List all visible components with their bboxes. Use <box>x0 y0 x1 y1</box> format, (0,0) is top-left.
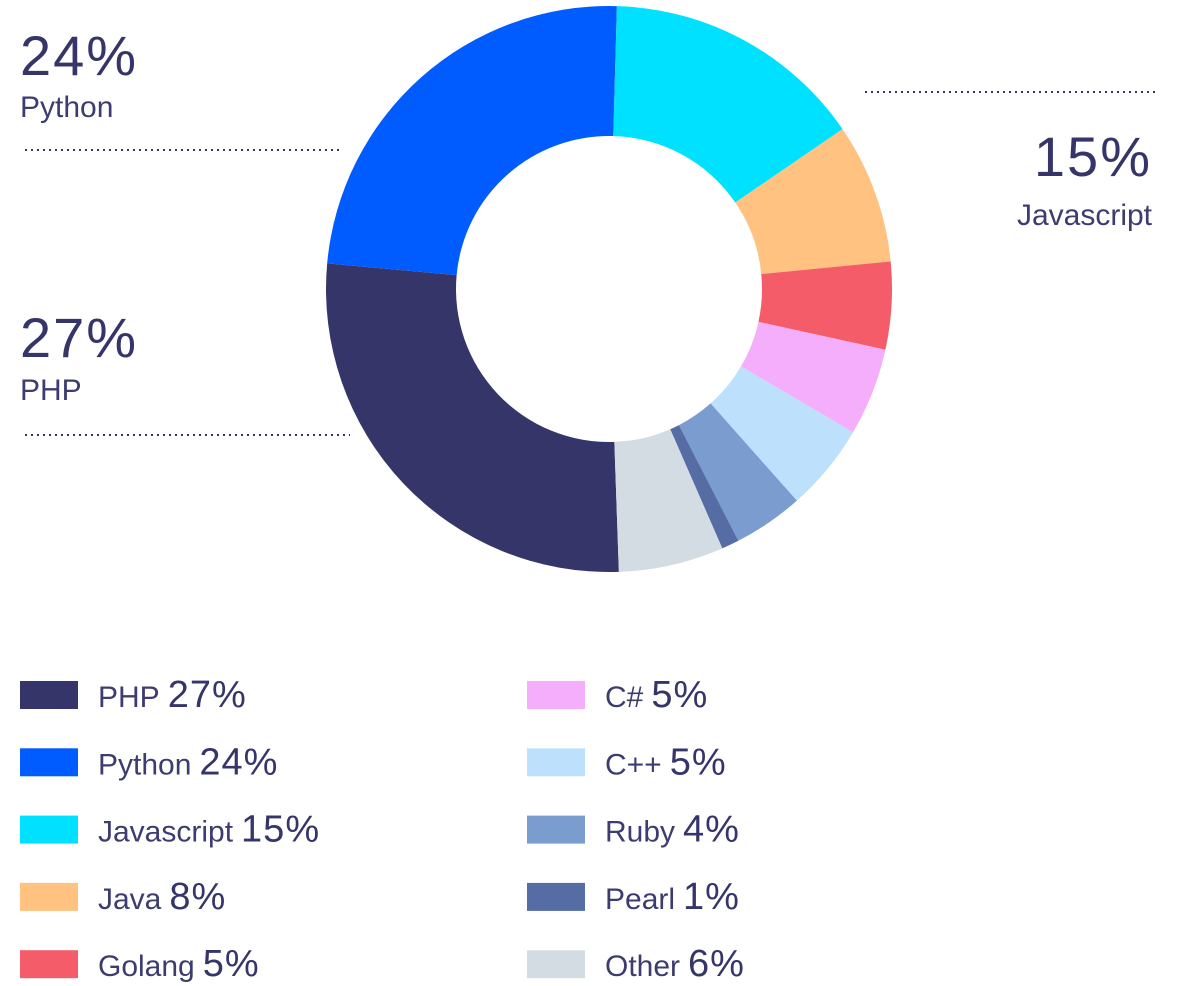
legend-swatch <box>527 681 585 709</box>
callout-label: Javascript <box>1017 199 1153 232</box>
legend-label: Pearl <box>605 883 675 916</box>
legend-value: 4% <box>683 809 740 851</box>
legend-swatch <box>527 815 585 844</box>
legend-value: 1% <box>683 876 740 918</box>
legend-label: Python <box>98 748 191 781</box>
donut-slice <box>678 403 797 541</box>
legend-label: Other <box>605 950 680 983</box>
legend-entry: C# 5% <box>605 674 708 716</box>
legend-entry: Golang 5% <box>98 943 260 985</box>
callout-label: Python <box>20 91 113 124</box>
legend-value: 5% <box>651 674 708 716</box>
legend-entry: Pearl 1% <box>605 876 740 918</box>
donut-slice <box>614 429 723 572</box>
legend-swatch <box>527 882 585 911</box>
legend-swatch <box>20 950 78 979</box>
legend-swatch <box>527 950 585 979</box>
donut-slice <box>327 5 617 276</box>
legend-label: C# <box>605 681 644 714</box>
donut-slice <box>758 261 892 350</box>
legend-label: Golang <box>98 950 195 983</box>
callout-value: 27% <box>20 306 138 369</box>
legend-value: 5% <box>203 943 260 985</box>
callout-value: 24% <box>20 24 138 87</box>
legend-value: 6% <box>688 943 745 985</box>
donut-slice <box>613 6 843 203</box>
donut-slice <box>325 263 619 572</box>
legend-entry: Java 8% <box>98 876 226 918</box>
legend-entry: C++ 5% <box>605 741 727 783</box>
legend-value: 5% <box>670 741 727 783</box>
legend-value: 27% <box>168 674 247 716</box>
legend-label: PHP <box>98 681 160 714</box>
legend-entry: Javascript 15% <box>98 809 320 851</box>
legend-entry: Python 24% <box>98 741 278 783</box>
donut-slice <box>735 129 891 275</box>
legend-label: Java <box>98 883 162 916</box>
legend-label: Ruby <box>605 816 675 849</box>
legend-swatch <box>20 815 78 844</box>
legend-swatch <box>20 882 78 911</box>
legend-value: 15% <box>241 809 320 851</box>
donut-slice <box>670 425 739 549</box>
callout-label: PHP <box>20 374 82 407</box>
legend-swatch <box>20 748 78 777</box>
callout-value: 15% <box>1034 125 1152 188</box>
legend-entry: Ruby 4% <box>605 809 740 851</box>
legend-entry: Other 6% <box>605 943 745 985</box>
legend-label: C++ <box>605 748 662 781</box>
donut-slice <box>740 321 886 433</box>
legend-value: 8% <box>169 876 226 918</box>
legend-swatch <box>527 748 585 777</box>
legend-value: 24% <box>199 741 278 783</box>
legend-swatch <box>20 681 78 709</box>
donut-slice <box>710 366 854 501</box>
legend-label: Javascript <box>98 816 234 849</box>
legend-entry: PHP 27% <box>98 674 247 716</box>
